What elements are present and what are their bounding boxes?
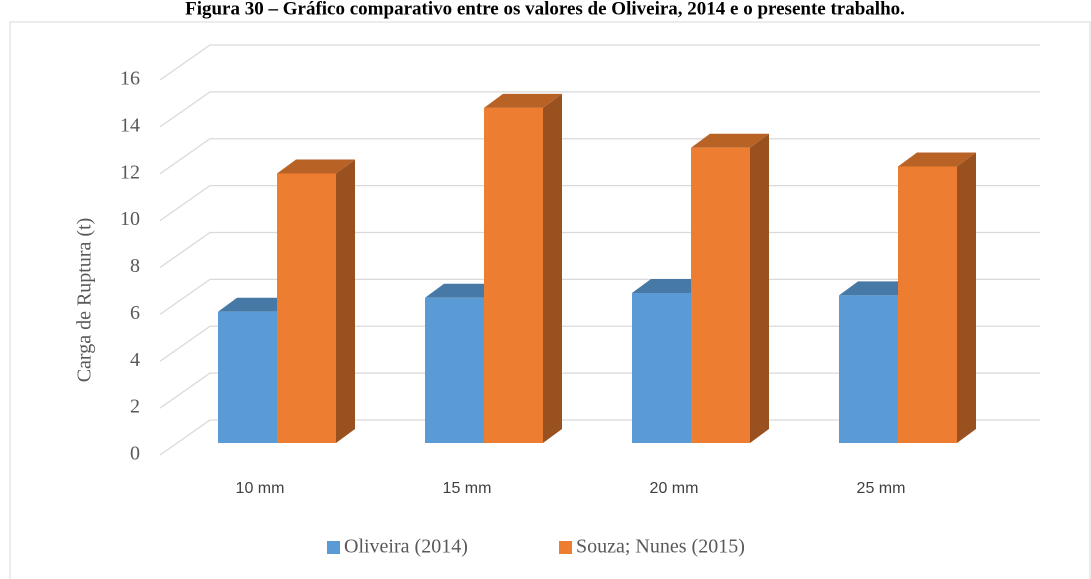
bar-front — [839, 295, 898, 443]
bar-front — [898, 166, 957, 443]
bar-side — [957, 152, 976, 443]
y-tick-label: 6 — [130, 302, 140, 324]
x-tick-label: 15 mm — [443, 480, 492, 497]
legend-swatch — [559, 541, 572, 554]
y-tick-label: 10 — [120, 208, 140, 230]
grid-line — [159, 44, 1040, 81]
y-tick-label: 8 — [130, 255, 140, 277]
bar-front — [484, 107, 543, 443]
legend-label: Oliveira (2014) — [344, 536, 468, 558]
grid-line — [159, 91, 1040, 128]
bar — [691, 133, 769, 443]
bar-top — [632, 279, 710, 293]
bar-front — [632, 293, 691, 443]
y-tick-label: 14 — [120, 114, 140, 136]
chart-title: Figura 30 – Gráfico comparativo entre os… — [185, 0, 905, 19]
bar-top — [484, 93, 562, 108]
bar-front — [425, 297, 484, 443]
bar-top — [898, 152, 976, 167]
bar-side — [336, 159, 355, 443]
bar-top — [218, 297, 296, 312]
bar-top — [277, 159, 355, 174]
bar-front — [218, 311, 277, 443]
y-tick-label: 16 — [120, 68, 140, 90]
bar-top — [425, 283, 503, 298]
x-tick-label: 25 mm — [857, 480, 906, 497]
legend-swatch — [327, 541, 340, 554]
bar-side — [750, 133, 769, 443]
y-tick-label: 2 — [130, 396, 140, 418]
bar-front — [277, 173, 336, 443]
x-tick-label: 20 mm — [650, 480, 699, 497]
y-tick-label: 4 — [130, 349, 140, 371]
legend-label: Souza; Nunes (2015) — [576, 536, 745, 558]
y-tick-label: 0 — [130, 443, 140, 465]
bar-side — [543, 93, 562, 443]
y-axis-label: Carga de Ruptura (t) — [74, 218, 96, 383]
bar-top — [839, 281, 917, 296]
bar — [898, 152, 976, 443]
bar — [277, 159, 355, 443]
y-tick-label: 12 — [120, 161, 140, 183]
bar — [484, 93, 562, 443]
bar-front — [691, 147, 750, 443]
bar-top — [691, 133, 769, 148]
x-tick-label: 10 mm — [236, 480, 285, 497]
